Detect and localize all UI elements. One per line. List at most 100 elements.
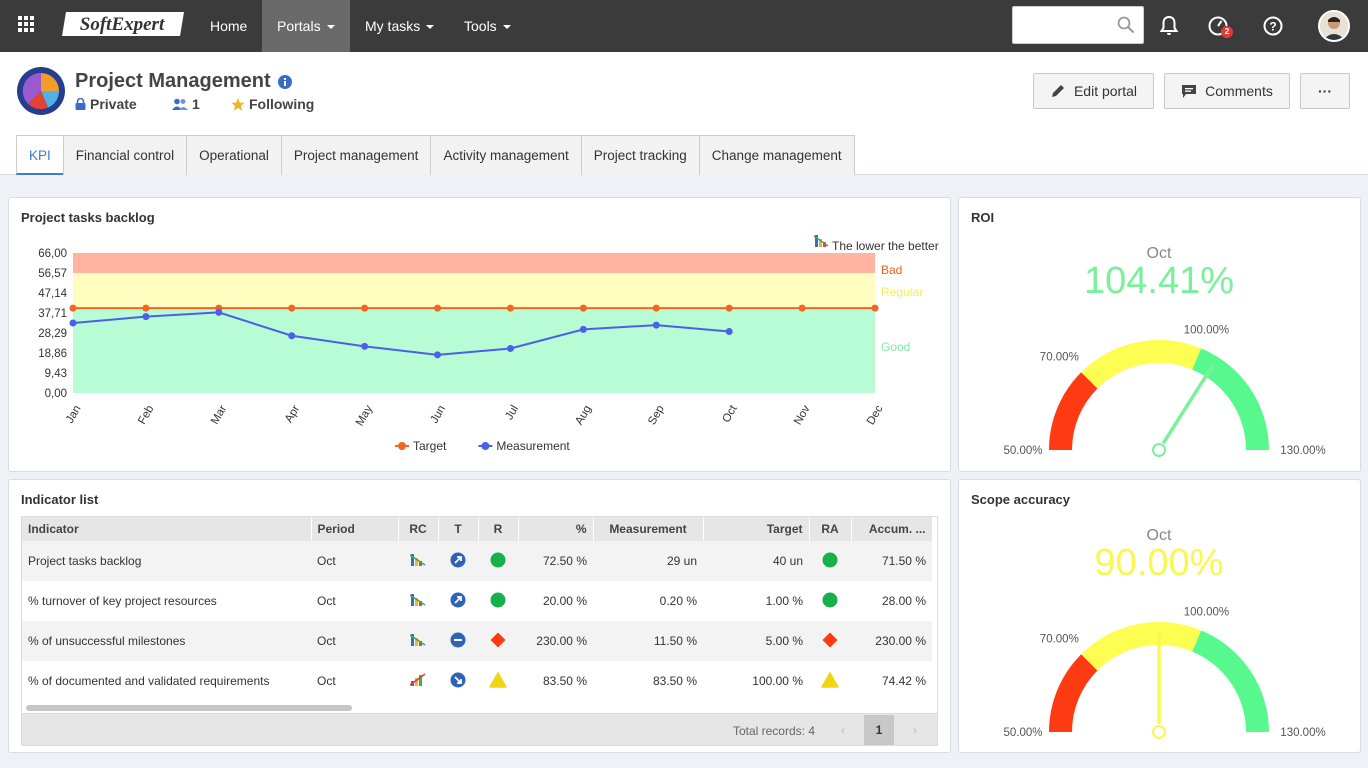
- roi-tick-label: 100.00%: [1184, 324, 1229, 336]
- cell-period: Oct: [317, 554, 336, 568]
- cell-indicator[interactable]: % turnover of key project resources: [28, 594, 217, 608]
- data-point-target[interactable]: [506, 304, 514, 312]
- data-point-target[interactable]: [725, 304, 733, 312]
- tab-kpi[interactable]: KPI: [16, 135, 64, 175]
- data-point-target[interactable]: [798, 304, 806, 312]
- cell-ra: [809, 621, 851, 661]
- data-point-target[interactable]: [69, 304, 77, 312]
- indicator-table-container: Indicator Period RC T R % Measurement Ta…: [21, 516, 938, 746]
- x-tick-label: Aug: [573, 403, 594, 427]
- band-bad: [73, 253, 875, 274]
- green-circle-icon: [490, 552, 506, 571]
- cell-indicator[interactable]: Project tasks backlog: [28, 554, 142, 568]
- legend-label-measurement[interactable]: Measurement: [496, 439, 570, 453]
- data-point-measurement[interactable]: [652, 321, 660, 329]
- table-row[interactable]: Project tasks backlog Oct 72.50 % 29 un 40 u…: [22, 541, 932, 581]
- table-footer: Total records: 4 ‹ 1 ›: [22, 713, 937, 745]
- help-icon[interactable]: ?: [1261, 14, 1285, 38]
- col-ra[interactable]: RA: [809, 517, 852, 541]
- prev-page-button[interactable]: ‹: [841, 723, 845, 737]
- apps-grid-icon[interactable]: [18, 16, 34, 32]
- x-tick-label: Nov: [792, 403, 813, 427]
- tab-operational[interactable]: Operational: [186, 135, 282, 175]
- table-row[interactable]: % of unsuccessful milestones Oct 230.00 % 1…: [22, 621, 932, 661]
- lower-better-icon: [409, 553, 426, 570]
- data-point-measurement[interactable]: [506, 344, 514, 352]
- lower-better-icon: [409, 593, 426, 610]
- data-point-measurement[interactable]: [361, 342, 369, 350]
- pie-chart-icon: [17, 67, 65, 115]
- tab-project-tracking[interactable]: Project tracking: [580, 135, 700, 175]
- data-point-target[interactable]: [288, 304, 296, 312]
- table-row[interactable]: % turnover of key project resources Oct 20…: [22, 581, 932, 621]
- data-point-measurement[interactable]: [288, 332, 296, 340]
- data-point-measurement[interactable]: [69, 319, 77, 327]
- table-row[interactable]: % of documented and validated requiremen…: [22, 661, 932, 701]
- data-point-measurement[interactable]: [215, 308, 223, 316]
- roi-title: ROI: [971, 210, 995, 225]
- cell-indicator[interactable]: % of documented and validated requiremen…: [28, 674, 270, 688]
- softexpert-logo[interactable]: SoftExpert: [62, 10, 188, 38]
- more-options-button[interactable]: ···: [1300, 73, 1350, 109]
- edit-portal-button[interactable]: Edit portal: [1033, 73, 1154, 109]
- col-target[interactable]: Target: [703, 517, 810, 541]
- nav-home[interactable]: Home: [210, 18, 248, 34]
- data-point-measurement[interactable]: [725, 327, 733, 335]
- tab-change-management[interactable]: Change management: [698, 135, 855, 175]
- data-point-target[interactable]: [434, 304, 442, 312]
- yellow-triangle-icon: [821, 671, 839, 691]
- following-status[interactable]: Following: [231, 96, 314, 112]
- col-percent[interactable]: %: [518, 517, 594, 541]
- cell-indicator[interactable]: % of unsuccessful milestones: [28, 634, 186, 648]
- data-point-target[interactable]: [361, 304, 369, 312]
- notification-badge: 2: [1221, 26, 1233, 38]
- green-circle-icon: [490, 592, 506, 611]
- roi-tick-label: 70.00%: [1040, 351, 1079, 363]
- x-tick-label: Jul: [503, 403, 521, 422]
- page-title: Project Management: [75, 70, 271, 92]
- legend-label-target[interactable]: Target: [413, 439, 447, 453]
- members-count[interactable]: 1: [172, 96, 200, 112]
- backlog-panel: Project tasks backlog The lower the bett…: [8, 197, 951, 472]
- nav-tools[interactable]: Tools: [449, 0, 526, 52]
- col-t[interactable]: T: [438, 517, 479, 541]
- tab-financial-control[interactable]: Financial control: [62, 135, 188, 175]
- data-point-target[interactable]: [142, 304, 150, 312]
- data-point-target[interactable]: [579, 304, 587, 312]
- y-tick-label: 9,43: [45, 368, 67, 380]
- current-page-button[interactable]: 1: [864, 715, 894, 745]
- data-point-target[interactable]: [652, 304, 660, 312]
- cell-rc: [398, 581, 438, 621]
- search-icon[interactable]: [1117, 16, 1135, 34]
- data-point-measurement[interactable]: [579, 325, 587, 333]
- info-icon[interactable]: [278, 75, 292, 89]
- col-accum[interactable]: Accum. ...: [851, 517, 933, 541]
- x-tick-label: Apr: [283, 403, 302, 425]
- trend-up-icon: [450, 552, 466, 571]
- data-point-target[interactable]: [871, 304, 879, 312]
- indicator-list-title: Indicator list: [21, 492, 99, 507]
- search-input[interactable]: [1012, 6, 1144, 44]
- bell-icon[interactable]: [1157, 14, 1181, 38]
- tab-activity-management[interactable]: Activity management: [430, 135, 582, 175]
- horizontal-scrollbar[interactable]: [26, 705, 352, 711]
- col-period[interactable]: Period: [311, 517, 399, 541]
- data-point-measurement[interactable]: [142, 313, 150, 321]
- band-label-regular: Regular: [881, 285, 923, 299]
- cell-measurement: 11.50 %: [653, 634, 697, 648]
- cell-measurement: 83.50 %: [652, 674, 697, 688]
- comments-button[interactable]: Comments: [1164, 73, 1290, 109]
- avatar[interactable]: [1318, 10, 1350, 42]
- data-point-measurement[interactable]: [434, 351, 442, 359]
- nav-portals[interactable]: Portals: [262, 0, 350, 52]
- next-page-button[interactable]: ›: [913, 723, 917, 737]
- col-indicator[interactable]: Indicator: [22, 517, 312, 541]
- x-tick-label: Mar: [209, 403, 229, 426]
- tab-project-management[interactable]: Project management: [280, 135, 432, 175]
- series-line-measurement: [72, 311, 730, 356]
- col-r[interactable]: R: [478, 517, 519, 541]
- col-rc[interactable]: RC: [398, 517, 439, 541]
- nav-my-tasks[interactable]: My tasks: [350, 0, 449, 52]
- col-measurement[interactable]: Measurement: [593, 517, 704, 541]
